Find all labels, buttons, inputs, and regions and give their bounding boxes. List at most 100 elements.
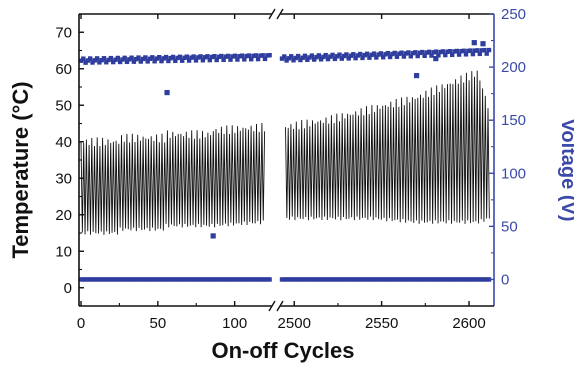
- voltage-marker: [134, 56, 139, 62]
- voltage-marker: [390, 277, 395, 282]
- voltage-marker: [394, 54, 400, 59]
- voltage-marker: [300, 277, 305, 282]
- voltage-marker: [88, 277, 93, 282]
- voltage-marker: [249, 57, 254, 62]
- voltage-marker: [413, 50, 418, 55]
- voltage-marker: [214, 277, 219, 282]
- voltage-marker: [477, 51, 482, 57]
- voltage-marker: [111, 59, 116, 65]
- voltage-marker: [127, 277, 132, 282]
- voltage-marker: [486, 47, 492, 53]
- voltage-marker: [122, 55, 127, 61]
- voltage-marker: [371, 51, 377, 56]
- voltage-marker: [163, 277, 169, 282]
- voltage-marker: [305, 277, 310, 282]
- x-tick-label: 2550: [365, 315, 398, 332]
- voltage-marker: [443, 52, 448, 58]
- voltage-marker: [371, 277, 377, 282]
- voltage-marker: [360, 55, 365, 61]
- voltage-marker: [385, 50, 390, 56]
- x-tick-label: 100: [222, 315, 247, 332]
- voltage-marker: [392, 50, 397, 56]
- voltage-marker: [456, 277, 462, 282]
- voltage-marker: [124, 277, 130, 282]
- voltage-marker: [355, 277, 361, 282]
- voltage-marker: [198, 277, 203, 282]
- voltage-marker: [344, 277, 349, 282]
- voltage-marker: [378, 51, 384, 56]
- left-y-tick-label: 30: [55, 170, 72, 187]
- voltage-marker: [351, 277, 356, 282]
- voltage-marker: [424, 277, 430, 282]
- voltage-marker: [235, 57, 240, 62]
- voltage-marker: [117, 277, 123, 282]
- voltage-marker: [237, 54, 242, 59]
- voltage-marker: [484, 51, 489, 56]
- voltage-marker: [309, 277, 315, 282]
- voltage-marker: [212, 277, 217, 282]
- voltage-marker: [189, 55, 194, 60]
- voltage-marker: [166, 58, 171, 64]
- voltage-marker: [159, 277, 164, 282]
- voltage-marker: [408, 277, 413, 282]
- voltage-marker: [94, 277, 100, 282]
- voltage-marker: [147, 277, 153, 282]
- voltage-marker: [284, 58, 289, 63]
- voltage-marker: [387, 277, 393, 282]
- voltage-marker: [422, 53, 427, 58]
- voltage-marker: [251, 53, 256, 59]
- voltage-marker: [348, 53, 354, 58]
- voltage-marker: [200, 58, 206, 63]
- voltage-marker: [482, 47, 487, 53]
- voltage-marker: [196, 55, 201, 60]
- voltage-marker: [203, 277, 208, 282]
- voltage-marker: [351, 52, 356, 57]
- voltage-marker: [212, 53, 217, 59]
- voltage-marker: [253, 53, 258, 58]
- voltage-marker: [383, 52, 388, 57]
- voltage-marker: [325, 277, 331, 282]
- voltage-marker: [127, 57, 132, 62]
- voltage-marker: [255, 56, 261, 62]
- voltage-marker: [381, 55, 386, 60]
- voltage-marker: [279, 277, 285, 282]
- voltage-marker: [108, 277, 114, 282]
- voltage-marker: [152, 277, 157, 282]
- voltage-marker: [459, 49, 464, 54]
- voltage-marker: [279, 56, 285, 61]
- voltage-marker: [468, 277, 473, 282]
- voltage-marker: [184, 54, 189, 59]
- voltage-marker: [358, 51, 363, 57]
- voltage-marker: [397, 51, 402, 56]
- voltage-marker: [140, 277, 146, 282]
- right-y-tick-label: 250: [501, 6, 526, 23]
- voltage-marker: [369, 277, 374, 282]
- voltage-marker: [328, 54, 333, 59]
- voltage-marker: [302, 277, 308, 282]
- voltage-marker: [175, 55, 180, 61]
- voltage-marker: [408, 54, 413, 59]
- voltage-marker: [385, 277, 390, 282]
- voltage-marker: [291, 58, 296, 63]
- voltage-marker: [415, 277, 420, 282]
- voltage-marker: [346, 277, 351, 282]
- voltage-marker: [154, 56, 160, 61]
- voltage-marker: [330, 52, 335, 58]
- x-axis-title: On-off Cycles: [211, 338, 354, 363]
- voltage-marker: [193, 58, 199, 63]
- voltage-marker: [440, 277, 446, 282]
- x-tick-label: 0: [77, 315, 85, 332]
- voltage-marker: [328, 277, 333, 282]
- voltage-marker: [410, 50, 416, 56]
- voltage-marker: [85, 277, 91, 282]
- voltage-marker: [113, 57, 118, 62]
- voltage-marker: [369, 52, 374, 58]
- voltage-marker: [97, 60, 102, 65]
- voltage-marker: [136, 55, 141, 60]
- voltage-outlier-marker: [480, 41, 486, 47]
- voltage-marker: [332, 277, 338, 282]
- voltage-marker: [438, 49, 443, 55]
- voltage-marker: [168, 56, 173, 61]
- voltage-marker: [117, 59, 123, 65]
